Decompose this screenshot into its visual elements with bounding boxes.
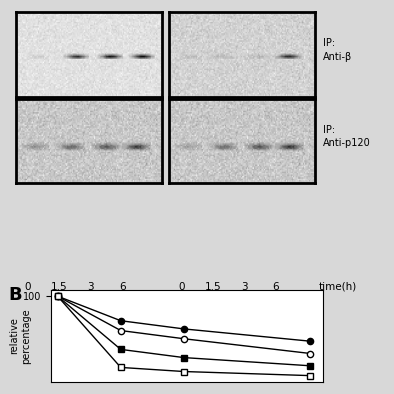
Text: 3: 3 bbox=[87, 282, 94, 292]
Text: 6: 6 bbox=[119, 282, 125, 292]
Text: 1.5: 1.5 bbox=[51, 282, 67, 292]
Text: B: B bbox=[8, 286, 22, 304]
Text: IP:
Anti-β: IP: Anti-β bbox=[323, 38, 352, 61]
Text: 1.5: 1.5 bbox=[204, 282, 221, 292]
Text: 6: 6 bbox=[273, 282, 279, 292]
Text: IP:
Anti-p120: IP: Anti-p120 bbox=[323, 125, 371, 148]
Text: 0: 0 bbox=[24, 282, 31, 292]
Text: time(h): time(h) bbox=[319, 282, 357, 292]
Text: 3: 3 bbox=[241, 282, 247, 292]
Y-axis label: relative
percentage: relative percentage bbox=[9, 308, 31, 364]
Text: 0: 0 bbox=[178, 282, 184, 292]
